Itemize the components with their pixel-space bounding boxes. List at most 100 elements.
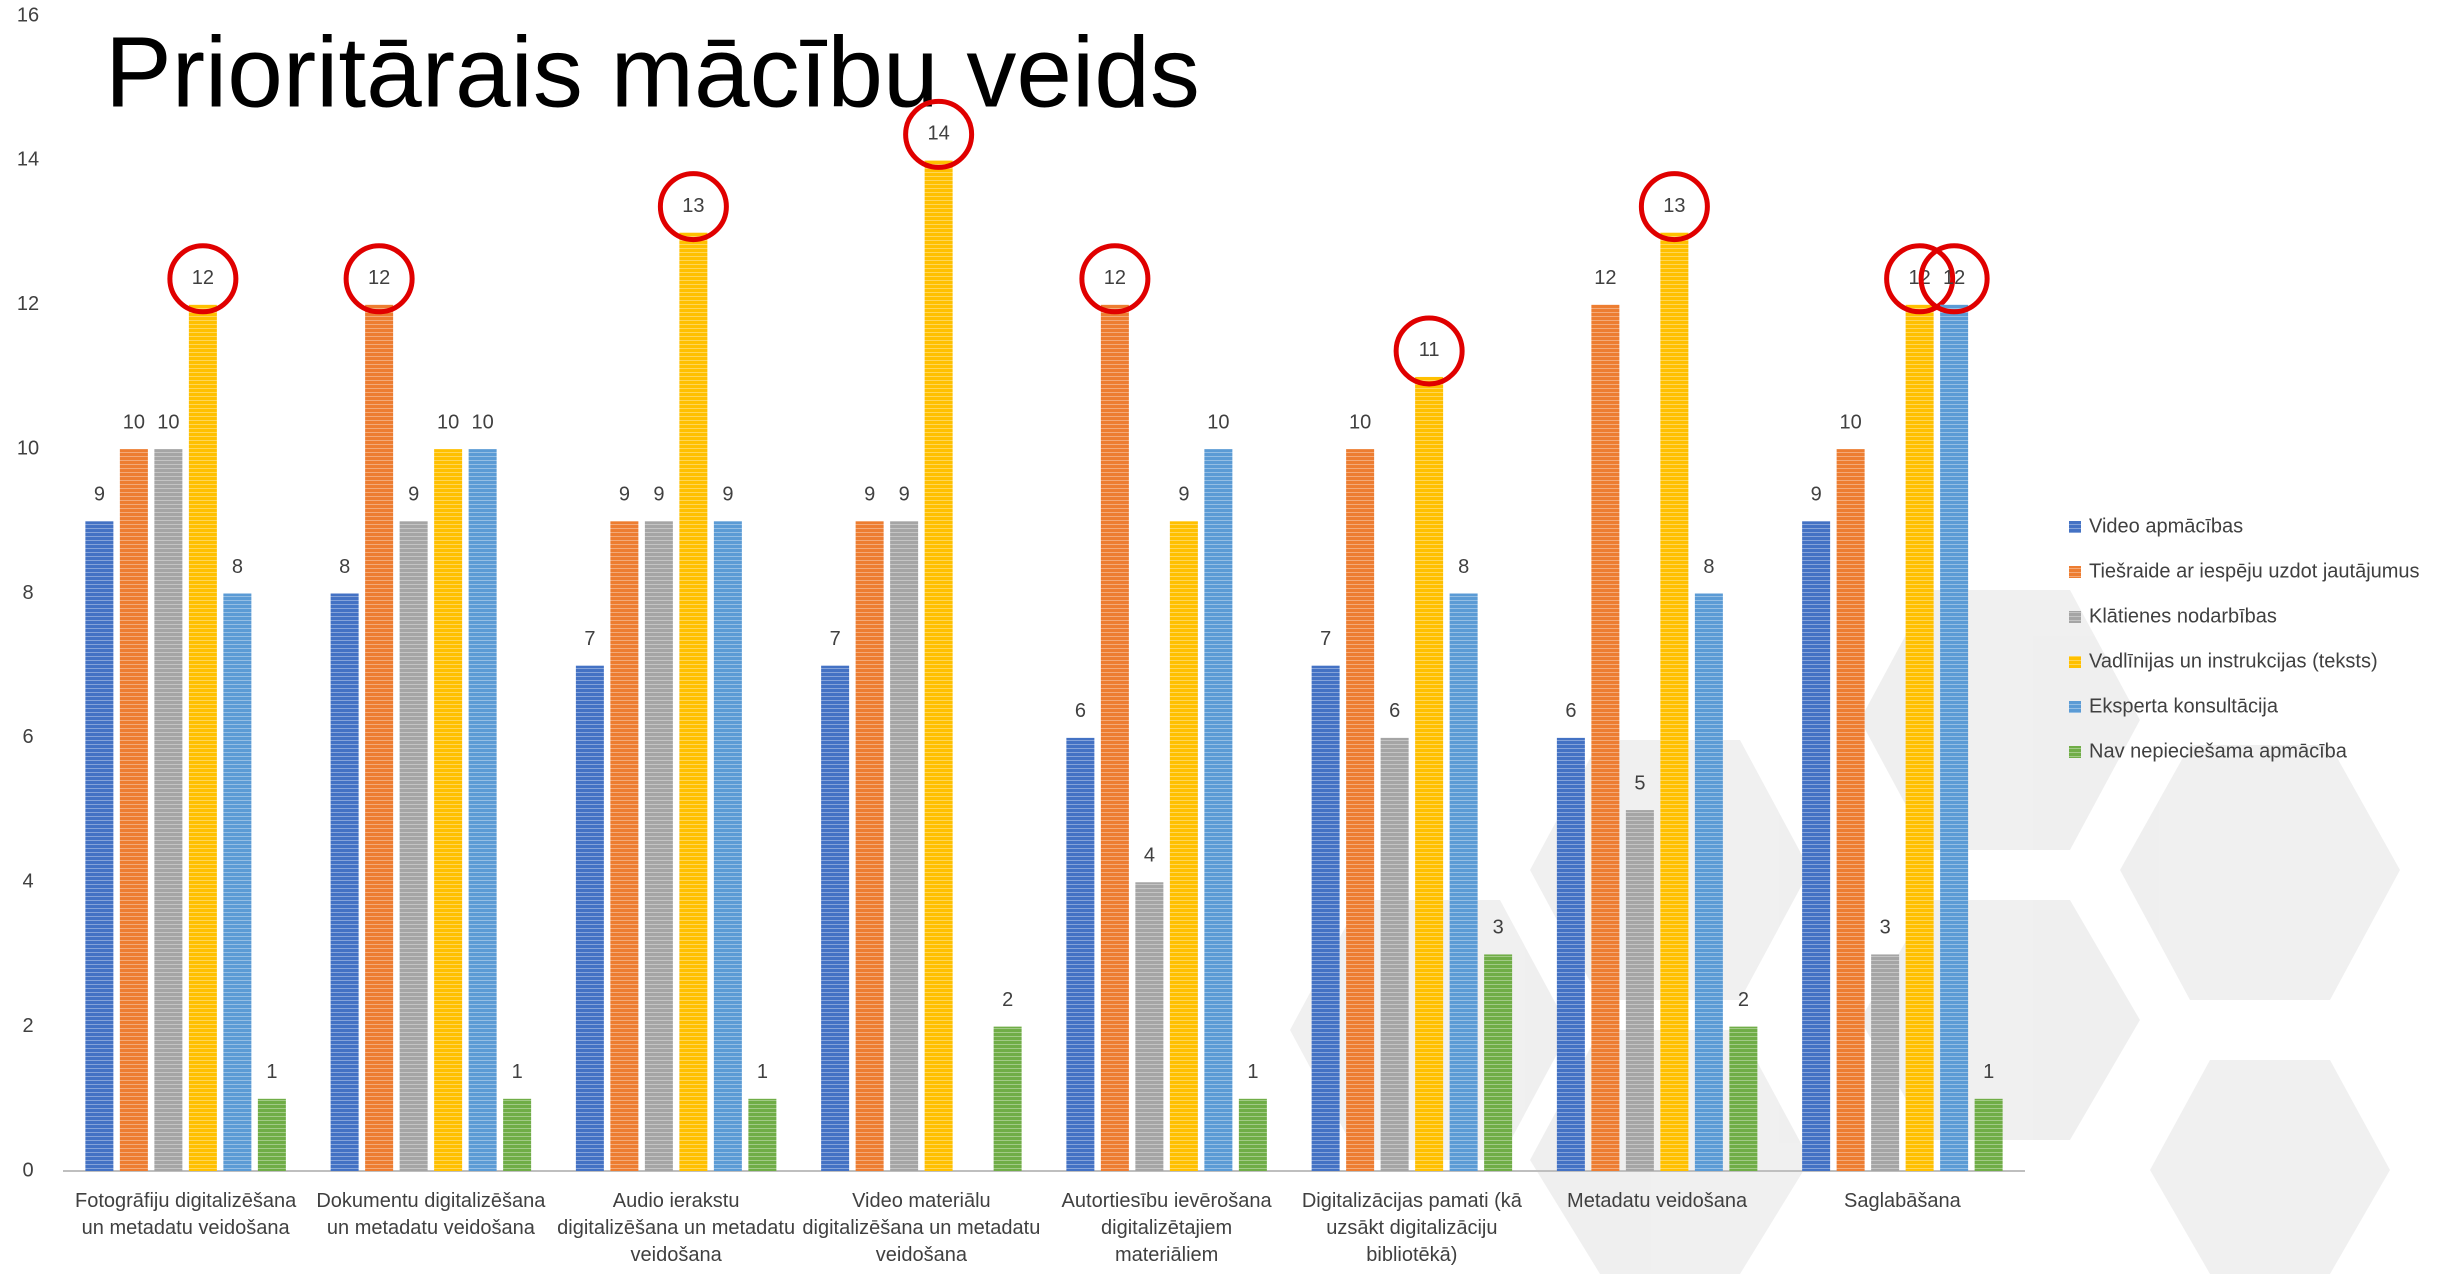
y-tick-label: 12 [17, 293, 39, 315]
data-label: 9 [1811, 484, 1822, 506]
bar [1625, 810, 1654, 1171]
bar [257, 1098, 286, 1171]
legend-label: Eksperta konsultācija [2089, 695, 2279, 717]
y-tick-label: 0 [22, 1159, 33, 1181]
data-label: 1 [266, 1061, 277, 1083]
bar [1135, 882, 1164, 1171]
data-label: 2 [1002, 989, 1013, 1011]
data-label: 12 [192, 267, 214, 289]
data-label: 7 [1320, 628, 1331, 650]
highlight-circle [1638, 171, 1710, 243]
data-label: 8 [1458, 556, 1469, 578]
data-label: 9 [94, 484, 105, 506]
bar [1238, 1098, 1267, 1171]
legend-swatch [2069, 521, 2081, 533]
data-label: 5 [1634, 772, 1645, 794]
data-label: 10 [1349, 411, 1371, 433]
bar [1311, 665, 1340, 1171]
bar [154, 449, 183, 1171]
data-label: 10 [1207, 411, 1229, 433]
bar [1591, 304, 1620, 1171]
highlight-circle [657, 171, 729, 243]
legend-swatch [2069, 656, 2081, 668]
data-label: 12 [368, 267, 390, 289]
bar [85, 521, 114, 1171]
data-label: 13 [1663, 195, 1685, 217]
data-label: 11 [1419, 339, 1440, 361]
data-label: 9 [619, 484, 630, 506]
bar [1974, 1098, 2003, 1171]
data-label: 9 [864, 484, 875, 506]
data-label: 1 [1983, 1061, 1994, 1083]
data-label: 6 [1075, 700, 1086, 722]
bar [713, 521, 742, 1171]
legend-swatch [2069, 746, 2081, 758]
data-label: 10 [157, 411, 179, 433]
bar [468, 449, 497, 1171]
bar [1940, 304, 1969, 1171]
data-label: 9 [408, 484, 419, 506]
y-tick-label: 8 [22, 582, 33, 604]
chart-title: Prioritārais mācību veids [105, 16, 1200, 128]
bar [644, 521, 673, 1171]
x-tick-label: Dokumentu digitalizēšana un metadatu vei… [316, 1190, 546, 1239]
highlight-circle [1918, 243, 1990, 315]
bar [1169, 521, 1198, 1171]
bar [188, 304, 217, 1171]
x-tick-label: Digitalizācijas pamati (kā uzsākt digita… [1301, 1190, 1522, 1266]
x-tick-label: Video materiālu digitalizēšana un metada… [802, 1190, 1041, 1266]
x-tick-label: Metadatu veidošana [1567, 1190, 1748, 1212]
data-label: 6 [1565, 700, 1576, 722]
bar [1066, 737, 1095, 1171]
highlight-circle [343, 243, 415, 315]
data-label: 7 [830, 628, 841, 650]
bar [1660, 232, 1689, 1171]
y-tick-label: 16 [17, 4, 39, 26]
data-label: 8 [339, 556, 350, 578]
bar [610, 521, 639, 1171]
x-tick-label: Autortiesību ievērošana digitalizētajiem… [1061, 1190, 1272, 1266]
bar [855, 521, 884, 1171]
data-label: 3 [1880, 917, 1891, 939]
bar [119, 449, 148, 1171]
bar [993, 1026, 1022, 1171]
data-label: 10 [437, 411, 459, 433]
data-label: 12 [1594, 267, 1616, 289]
y-tick-label: 2 [22, 1015, 33, 1037]
bar [1380, 737, 1409, 1171]
highlight-circle [1884, 243, 1956, 315]
bar [330, 593, 359, 1171]
bar [365, 304, 394, 1171]
bar [575, 665, 604, 1171]
data-label: 7 [584, 628, 595, 650]
data-label: 9 [722, 484, 733, 506]
data-label: 10 [123, 411, 145, 433]
legend-label: Nav nepieciešama apmācība [2089, 740, 2348, 762]
data-label: 10 [1840, 411, 1862, 433]
legend-swatch [2069, 611, 2081, 623]
bar [821, 665, 850, 1171]
x-tick-label: Audio ierakstu digitalizēšana un metadat… [557, 1190, 796, 1266]
y-tick-label: 10 [17, 437, 39, 459]
data-label: 12 [1104, 267, 1126, 289]
y-tick-label: 6 [22, 726, 33, 748]
data-label: 8 [1703, 556, 1714, 578]
data-label: 9 [1178, 484, 1189, 506]
highlight-circle [1393, 315, 1465, 387]
bar [1449, 593, 1478, 1171]
y-tick-label: 14 [17, 149, 39, 171]
bar [1836, 449, 1865, 1171]
data-label: 8 [232, 556, 243, 578]
data-label: 2 [1738, 989, 1749, 1011]
bar [503, 1098, 532, 1171]
data-label: 14 [928, 123, 950, 145]
bar [1802, 521, 1831, 1171]
data-label: 9 [899, 484, 910, 506]
bar [1484, 954, 1513, 1171]
bar [1694, 593, 1723, 1171]
bar [890, 521, 919, 1171]
data-label: 1 [512, 1061, 523, 1083]
legend-swatch [2069, 566, 2081, 578]
x-tick-label: Fotogrāfiju digitalizēšana un metadatu v… [75, 1190, 297, 1239]
